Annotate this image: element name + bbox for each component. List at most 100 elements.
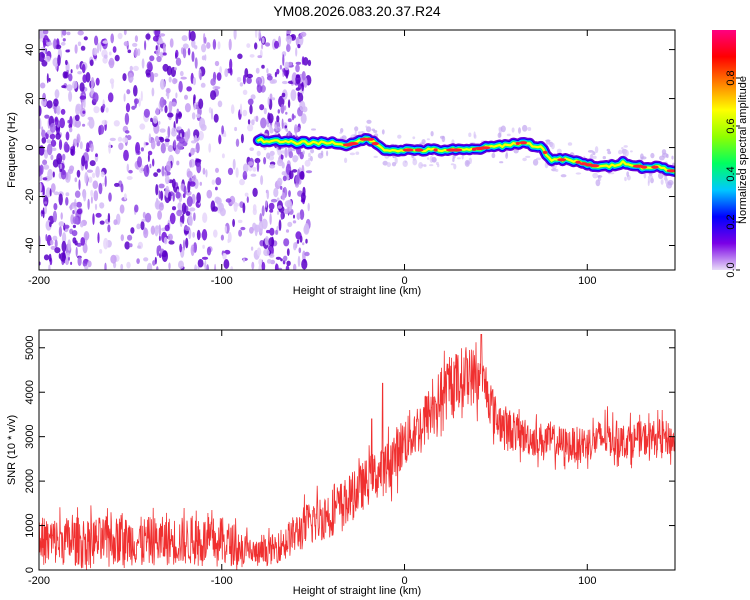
noise-speckle [175, 57, 182, 66]
noise-speckle [92, 180, 99, 189]
noise-speckle [155, 225, 160, 230]
halo-speckle [277, 149, 282, 156]
halo-speckle [505, 152, 508, 159]
noise-speckle [258, 258, 263, 266]
noise-speckle [74, 190, 81, 198]
noise-speckle [119, 204, 125, 214]
noise-speckle [94, 203, 98, 211]
halo-speckle [650, 152, 655, 159]
noise-speckle [218, 202, 225, 212]
noise-speckle [60, 212, 63, 220]
noise-speckle [75, 246, 78, 257]
noise-speckle [304, 251, 310, 257]
noise-speckle [164, 175, 170, 185]
noise-speckle [95, 77, 100, 86]
halo-speckle [647, 177, 651, 184]
noise-speckle [79, 82, 85, 92]
noise-speckle [84, 172, 89, 184]
noise-speckle [134, 204, 139, 213]
noise-speckle [42, 177, 48, 181]
noise-speckle [49, 221, 52, 228]
halo-speckle [373, 155, 378, 158]
noise-speckle [196, 229, 201, 241]
noise-speckle [70, 69, 73, 74]
halo-speckle [658, 172, 664, 180]
noise-speckle [58, 221, 65, 227]
noise-speckle [124, 112, 130, 125]
noise-speckle [284, 125, 288, 129]
noise-speckle [62, 153, 66, 161]
noise-speckle [59, 117, 65, 129]
noise-speckle [291, 113, 295, 121]
noise-speckle [286, 44, 291, 53]
noise-speckle [194, 57, 198, 69]
noise-speckle [87, 198, 90, 210]
noise-speckle [213, 113, 219, 123]
colorbar-tick-label: 0.6 [725, 118, 737, 133]
noise-speckle [143, 227, 148, 235]
noise-speckle [189, 181, 196, 187]
snr-marks [39, 333, 675, 570]
noise-speckle [266, 189, 270, 200]
noise-speckle [107, 224, 111, 233]
noise-speckle [208, 107, 212, 114]
noise-speckle [199, 72, 202, 81]
noise-speckle [169, 38, 174, 48]
noise-speckle [196, 192, 201, 204]
noise-speckle [50, 245, 56, 250]
noise-speckle [189, 159, 193, 168]
noise-speckle [80, 237, 85, 246]
noise-speckle [124, 241, 130, 250]
ridge-band [257, 137, 675, 173]
noise-speckle [185, 237, 189, 249]
noise-speckle [83, 189, 87, 202]
noise-speckle [295, 231, 302, 240]
noise-speckle [286, 30, 292, 35]
noise-speckle [257, 55, 263, 59]
ridge-peak [348, 142, 359, 146]
noise-speckle [69, 127, 73, 133]
noise-speckle [215, 177, 222, 186]
noise-speckle [269, 79, 275, 84]
noise-speckle [99, 220, 105, 225]
noise-speckle [144, 40, 147, 51]
halo-speckle [366, 126, 372, 133]
noise-speckle [246, 196, 249, 204]
noise-speckle [227, 167, 234, 176]
noise-speckle [258, 221, 264, 234]
noise-speckle [77, 41, 82, 47]
halo-speckle [575, 172, 582, 175]
noise-speckle [295, 64, 300, 73]
noise-speckle [214, 86, 221, 90]
noise-speckle [229, 58, 233, 71]
noise-speckle [305, 238, 308, 244]
noise-speckle [293, 214, 295, 219]
noise-speckle [300, 170, 305, 180]
noise-speckle [68, 73, 73, 82]
noise-speckle [281, 192, 286, 201]
noise-speckle [219, 66, 223, 75]
ridge-peak [452, 148, 463, 152]
halo-speckle [663, 177, 668, 181]
noise-speckle [177, 202, 182, 210]
noise-speckle [213, 229, 218, 238]
noise-speckle [284, 208, 290, 215]
noise-speckle [48, 253, 52, 262]
noise-speckle [59, 163, 63, 170]
noise-speckle [165, 87, 171, 94]
snr-series-line [39, 333, 675, 570]
noise-speckle [72, 210, 75, 215]
halo-speckle [285, 128, 289, 132]
halo-speckle [659, 155, 665, 161]
noise-speckle [74, 177, 78, 183]
noise-speckle [249, 226, 254, 234]
noise-speckle [67, 119, 70, 124]
halo-speckle [499, 161, 504, 164]
noise-speckle [175, 112, 179, 125]
noise-speckle [176, 126, 182, 131]
noise-speckle [72, 216, 79, 225]
noise-speckle [93, 190, 99, 202]
noise-speckle [211, 179, 215, 185]
noise-speckle [288, 170, 294, 180]
